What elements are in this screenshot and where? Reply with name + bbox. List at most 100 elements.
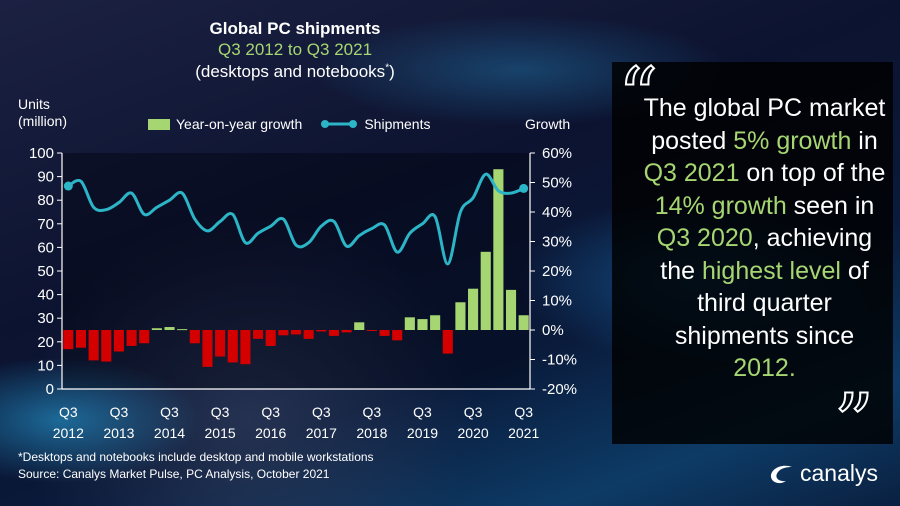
x-tick-label-quarter: Q3 [160,404,179,420]
right-tick-label: 10% [542,293,572,310]
right-tick-label: -10% [542,352,577,369]
growth-bar [518,315,529,330]
growth-bar [151,328,162,330]
left-axis-label: Units (million) [18,96,67,130]
growth-bar [202,330,213,367]
growth-bar [290,330,302,335]
left-tick-label: 40 [37,287,54,304]
growth-bar [88,330,99,361]
chart-subtitle: Q3 2012 to Q3 2021 [217,40,373,59]
quote-segment: The global PC market posted [643,94,886,155]
growth-bar [328,330,340,336]
growth-bar [240,330,251,365]
x-tick-label-year: 2018 [356,425,387,441]
growth-bar [164,327,175,330]
x-tick-label-year: 2015 [205,425,236,441]
growth-bar [379,330,390,336]
growth-bar [189,330,200,344]
growth-bar [316,330,327,332]
growth-bar [75,330,87,348]
right-tick-label: 60% [542,145,572,162]
growth-bar [101,330,112,362]
close-quote-icon: ” [833,378,875,468]
quote-text: The global PC market posted 5% growth in… [642,92,887,385]
growth-bar [252,330,264,339]
open-quote-icon: “ [617,52,659,142]
x-tick-label-quarter: Q3 [261,404,280,420]
x-tick-label-quarter: Q3 [464,404,483,420]
footnote: *Desktops and notebooks include desktop … [18,450,374,464]
growth-bar [480,251,491,330]
growth-bar [505,289,517,330]
subtitle-end: ) [389,62,395,81]
quote-segment: of third quarter shipments since [674,256,869,350]
x-tick-label-year: 2014 [154,425,185,441]
legend-label-shipments: Shipments [364,116,431,132]
quote-segment: on top of the [739,159,886,187]
x-tick-label-year: 2017 [306,425,337,441]
growth-bar [404,317,415,330]
subtitle-text: (desktops and notebooks [195,62,386,81]
growth-bar [468,288,479,330]
x-tick-label-quarter: Q3 [59,404,78,420]
left-tick-label: 80 [37,192,54,209]
source-note: Source: Canalys Market Pulse, PC Analysi… [18,467,330,481]
left-tick-label: 20 [37,334,54,351]
left-tick-label: 90 [37,169,54,186]
growth-bar [392,330,403,341]
growth-bar [265,330,276,346]
growth-bar [455,302,466,330]
x-tick-label-quarter: Q3 [514,404,533,420]
growth-bar [227,330,238,363]
quote-segment: seen in [786,191,875,220]
x-tick-label-quarter: Q3 [363,404,382,420]
left-tick-label: 60 [37,239,54,256]
right-tick-label: 30% [542,234,572,251]
growth-bar [126,330,137,346]
growth-bar [139,330,150,344]
left-axis-label-line1: Units [18,96,50,112]
right-tick-label: 40% [542,204,572,221]
quote-segment: , achieving the [660,224,873,285]
quote-box: “ The global PC market posted 5% growth … [612,57,893,463]
canalys-logo: canalys [768,460,878,487]
left-tick-label: 10 [37,357,54,374]
quote-segment: in [851,126,878,155]
growth-bar [215,330,226,357]
chart-subtitle-2: (desktops and notebooks*) [120,62,470,82]
x-tick-label-year: 2016 [255,425,286,441]
shipments-point [63,181,73,191]
growth-bar [354,322,365,330]
chart-title: Global PC shipments [209,19,381,38]
x-tick-label-quarter: Q3 [413,404,432,420]
right-tick-label: 50% [542,175,572,192]
right-tick-label: 20% [542,263,572,280]
quote-highlight: highest level [701,256,841,285]
x-tick-label-quarter: Q3 [211,404,230,420]
quote-highlight: Q3 2021 [643,159,740,187]
growth-bar [278,330,289,336]
growth-bar [63,330,74,350]
left-tick-label: 100 [29,145,54,162]
growth-bar [493,169,504,330]
x-tick-label-quarter: Q3 [312,404,331,420]
right-tick-label: -20% [542,381,577,398]
legend-swatch-shipments [321,120,358,128]
left-tick-label: 0 [46,381,54,398]
growth-bar [430,315,441,330]
left-axis-label-line2: (million) [18,113,67,129]
left-tick-label: 30 [37,310,54,327]
growth-bar [341,330,352,333]
legend: Year-on-year growth Shipments [148,116,430,132]
shipments-point [519,183,529,193]
growth-bar [442,330,453,354]
left-tick-label: 70 [37,216,54,233]
x-tick-label-year: 2019 [407,425,438,441]
legend-label-growth: Year-on-year growth [176,116,303,132]
legend-swatch-growth [148,118,170,130]
x-tick-label-year: 2013 [103,425,134,441]
right-axis-label: Growth [525,116,571,132]
x-tick-label-year: 2012 [53,425,84,441]
growth-bar [417,319,428,330]
x-tick-label-year: 2021 [508,425,539,441]
